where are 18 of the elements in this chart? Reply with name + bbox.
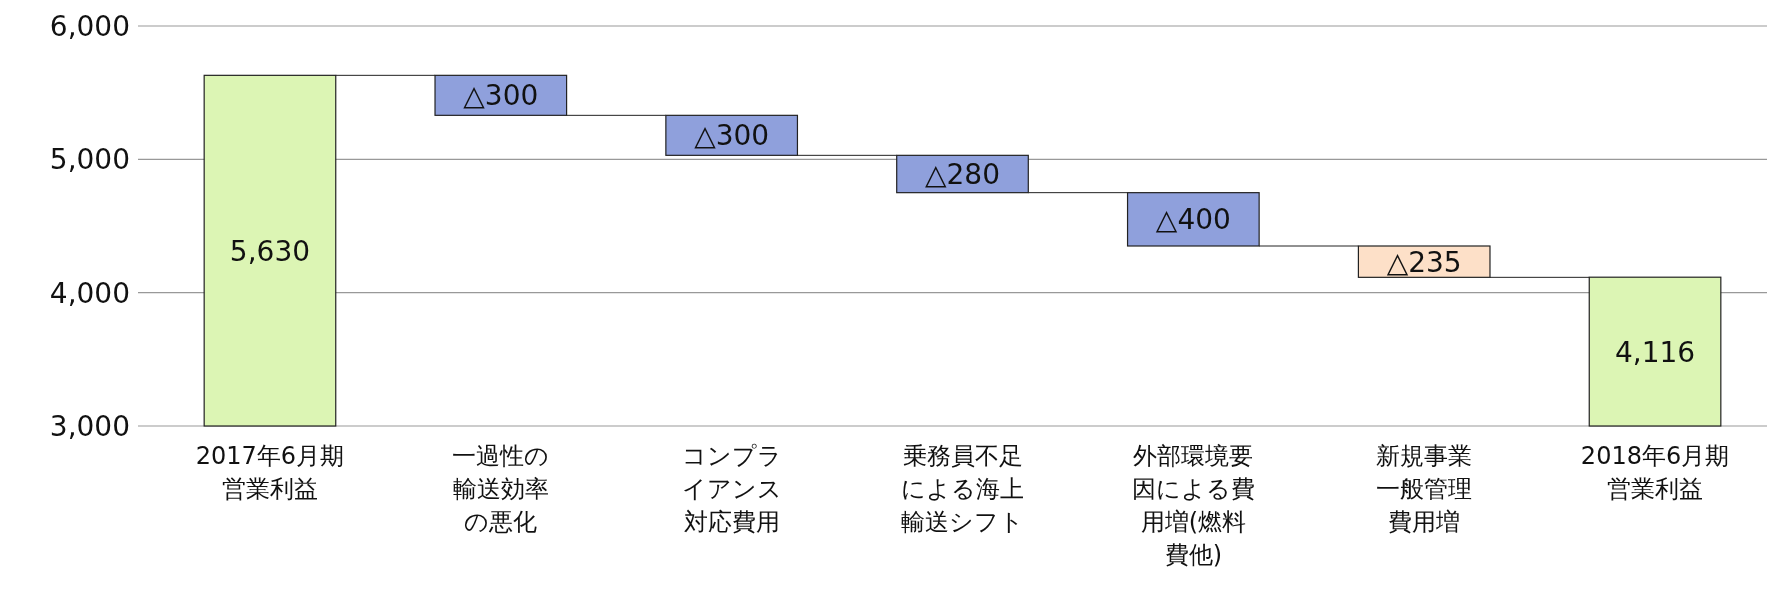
data-label: △300 xyxy=(694,119,770,153)
data-label: △280 xyxy=(925,158,1000,192)
data-label: △400 xyxy=(1155,203,1231,237)
x-tick-label: 外部環境要因による費用増(燃料費他) xyxy=(1131,442,1255,569)
data-label: 4,116 xyxy=(1614,335,1696,369)
y-tick-label: 5,000 xyxy=(49,143,130,177)
data-label: △300 xyxy=(463,79,539,113)
data-label: △235 xyxy=(1386,245,1462,279)
x-tick-label: コンプライアンス対応費用 xyxy=(681,442,782,536)
y-tick-label: 6,000 xyxy=(49,10,130,44)
x-tick-label: 乗務員不足による海上輸送シフト xyxy=(901,442,1024,536)
data-label: 5,630 xyxy=(229,234,311,268)
x-tick-label: 一過性の輸送効率の悪化 xyxy=(452,442,550,536)
x-tick-label: 2017年6月期営業利益 xyxy=(195,442,345,503)
y-tick-label: 3,000 xyxy=(49,410,130,444)
x-tick-label: 新規事業一般管理費用増 xyxy=(1376,442,1473,536)
y-tick-label: 4,000 xyxy=(49,276,130,310)
x-tick-label: 2018年6月期営業利益 xyxy=(1580,442,1730,503)
